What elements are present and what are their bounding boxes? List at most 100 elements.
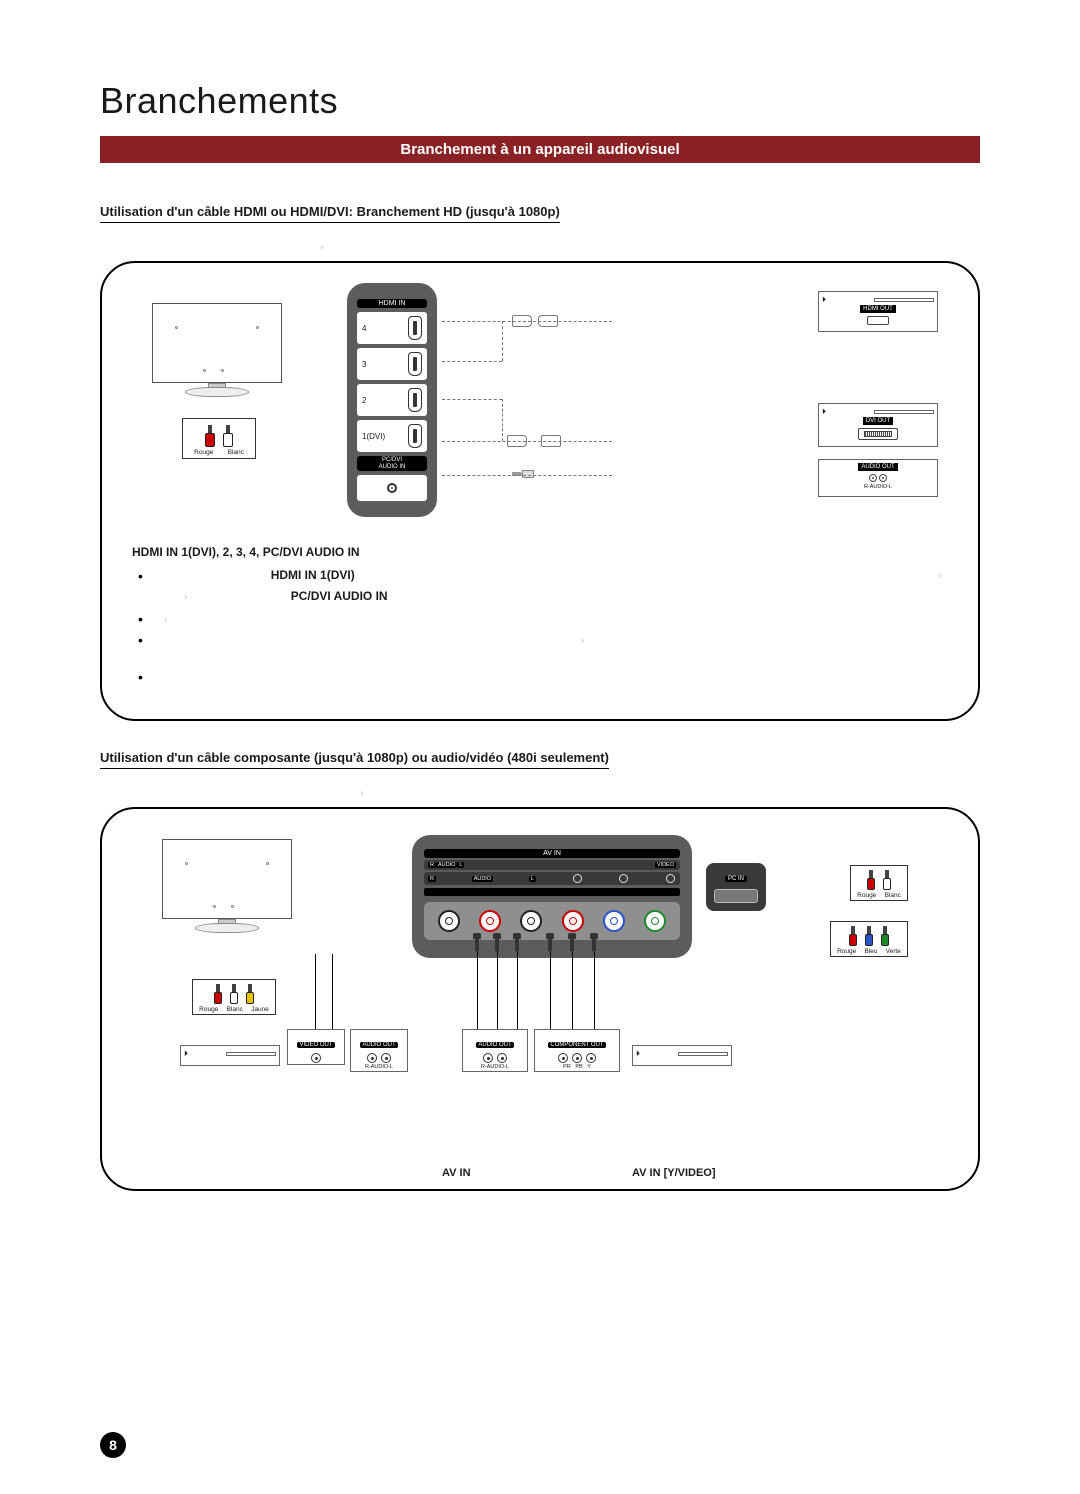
wire [497,947,498,1029]
lbl-blanc: Blanc [885,892,901,899]
tiny-arrow-icon: › [164,614,167,625]
label-av-in: AV IN [424,849,680,858]
lbl-l2: L [529,876,536,882]
port-2: 2 [362,396,366,405]
rca-end-icon [512,933,522,951]
hdmi-icon [408,352,422,376]
hdmi-port-panel: HDMI IN 4 3 2 1(DVI) PC/DVI AUDIO IN [347,283,437,517]
section2-heading: Utilisation d'un câble composante (jusqu… [100,750,609,769]
hdmi-icon [408,316,422,340]
panel-header: HDMI IN [357,299,427,308]
audio-out-box-1: AUDIO OUT R-AUDIO-L [350,1029,408,1072]
diagram1-text: HDMI IN 1(DVI), 2, 3, 4, PC/DVI AUDIO IN… [132,543,948,686]
lbl-rouge3: Rouge [199,1006,218,1013]
lbl-blanc2: Blanc [227,1006,243,1013]
rca-label-rouge: Rouge [194,449,213,456]
guide-line [502,321,503,361]
wire [594,947,595,1029]
tv-illustration [152,303,282,397]
lbl-rouge: Rouge [857,892,876,899]
label-component-out: COMPONENT OUT [548,1042,605,1048]
tiny-arrow-icon: › [581,635,584,646]
lbl-r: R [428,862,436,868]
rca-label-blanc: Blanc [228,449,244,456]
lbl-audio2: AUDIO [472,876,493,882]
port-1dvi: 1(DVI) [362,432,385,441]
lbl-r2: R [428,876,436,882]
wire [517,947,518,1029]
vga-port-icon [714,889,758,903]
port-4: 4 [362,324,366,333]
lbl-rouge2: Rouge [837,948,856,955]
label-pc-in: PC IN [725,876,747,882]
lbl-audio: AUDIO [436,862,457,868]
wire [572,947,573,1029]
label-audio-out: AUDIO OUT [858,463,897,471]
hdmi-port-icon [867,316,889,325]
diagram-1: Rouge Blanc HDMI IN 4 3 2 1(DVI) PC/DVI … [100,261,980,721]
lbl-verte: Verte [886,948,901,955]
bullet-2: › [154,609,948,628]
tv-illustration-2 [162,839,292,933]
component-out-box: COMPONENT OUT PR PB Y [534,1029,620,1072]
rca-end-icon [589,933,599,951]
wire [477,947,478,1029]
bullet-1: HDMI IN 1(DVI) › [154,566,948,585]
lbl-l: L [457,862,464,868]
guide-line [502,399,503,441]
label-dvi-out: DVI OUT [863,417,893,425]
audio-cable-icon [512,470,534,478]
label-video-out: VIDEO OUT [297,1042,334,1048]
text-line1: HDMI IN 1(DVI), 2, 3, 4, PC/DVI AUDIO IN [132,543,948,562]
bold-hdmi-in: HDMI IN 1(DVI) [271,568,355,582]
pc-in-box: PC IN [706,863,766,911]
port-3: 3 [362,360,366,369]
label-audio-out-1: AUDIO OUT [360,1042,397,1048]
bold-pcdvi: PC/DVI AUDIO IN [291,589,388,603]
chapter-title: Branchements [100,80,980,122]
label-audio-sub-1: R-AUDIO-L [355,1064,403,1070]
page: Branchements Branchement à un appareil a… [0,0,1080,1259]
wire [332,954,333,1029]
label-avin: AV IN [442,1167,471,1179]
lbl-jaune: Jaune [251,1006,269,1013]
section-bar: Branchement à un appareil audiovisuel [100,136,980,163]
guide-line [442,361,502,362]
hdmi-icon [408,424,422,448]
rca-rouge-blanc-jaune: Rouge Blanc Jaune [192,979,276,1015]
lbl-y: Y [587,1064,591,1070]
rca-rouge-bleu-verte: Rouge Bleu Verte [830,921,908,957]
section1-heading: Utilisation d'un câble HDMI ou HDMI/DVI:… [100,204,560,223]
audio-out-box-2: AUDIO OUT R-AUDIO-L [462,1029,528,1072]
device-right: ⏵ [632,1045,732,1066]
lbl-pr: PR [563,1064,571,1070]
lbl-pb: PB [575,1064,582,1070]
page-number: 8 [100,1432,126,1458]
device-left: ⏵ [180,1045,280,1066]
hdmi-icon [408,388,422,412]
tiny-arrow-icon: › [938,566,942,585]
audio-jack-icon [387,483,397,493]
device-audio-out: AUDIO OUT R-AUDIO-L [818,459,938,497]
wire [315,954,316,1029]
rca-end-icon [492,933,502,951]
diagram-2: AV IN R AUDIO L VIDEO R AUDIO L [100,807,980,1191]
section2-note: › [360,787,980,799]
guide-line [442,321,612,322]
video-out-box: VIDEO OUT [287,1029,345,1065]
wire [550,947,551,1029]
rca-end-icon [472,933,482,951]
rca-rouge-blanc-2: Rouge Blanc [850,865,908,901]
rca-end-icon [567,933,577,951]
label-audio-out-2: AUDIO OUT [476,1042,513,1048]
guide-line [442,475,612,476]
panel-footer: PC/DVI AUDIO IN [357,456,427,471]
label-audio-sub: R-AUDIO-L [822,484,934,490]
section-1: Utilisation d'un câble HDMI ou HDMI/DVI:… [100,203,980,721]
rca-rouge-blanc: Rouge Blanc [182,418,256,459]
lbl-bleu: Bleu [864,948,877,955]
device-dvi-out: ⏵ DVI OUT [818,403,938,447]
lbl-video: VIDEO [655,862,676,868]
device-hdmi-out: ⏵ HDMI OUT [818,291,938,332]
guide-line [442,399,502,400]
